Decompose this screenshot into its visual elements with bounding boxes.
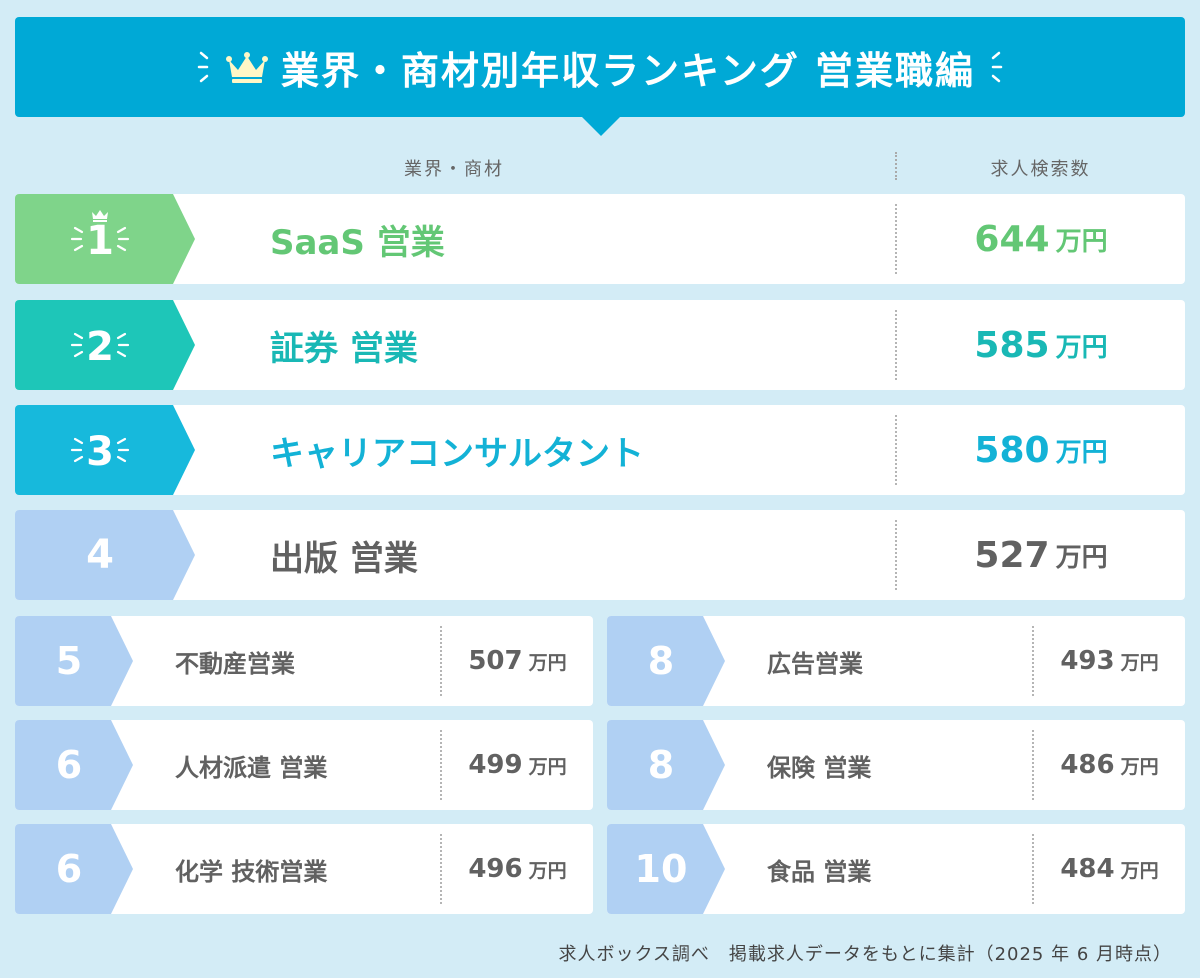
source-note: 求人ボックス調べ 掲載求人データをもとに集計（2025 年 6 月時点） [558,944,1172,965]
industry-name: 保険 営業 [767,753,872,782]
row-divider [440,730,442,800]
rank-badge [607,616,725,706]
rank-number-text: 2 [86,324,114,370]
salary-number: 507 [468,646,523,676]
salary-number: 527 [974,534,1050,576]
industry-name: 化学 技術営業 [175,857,328,886]
rank-badge [15,194,195,284]
rank-number: 5 [55,639,83,683]
industry-name: 証券 営業 [270,328,418,369]
industry-name: 食品 営業 [767,857,872,886]
industry-name: キャリアコンサルタント [270,433,644,474]
ranking-row-2: 2 証券 営業 585 万円 [15,300,1185,390]
salary-value: 496 万円 [442,824,593,914]
row-divider [1032,834,1034,904]
ranking-row-4: 4 出版 営業 527 万円 [15,510,1185,600]
salary-number: 496 [468,854,523,884]
rank-badge [15,300,195,390]
salary-number: 493 [1060,646,1115,676]
salary-unit: 万円 [1055,332,1108,363]
salary-value: 580 万円 [897,405,1185,495]
salary-value: 484 万円 [1034,824,1185,914]
salary-unit: 万円 [528,755,567,778]
rank-badge [15,510,195,600]
row-divider [440,626,442,696]
sparkle-left-icon [197,51,209,83]
rank-badge [15,824,133,914]
rank-badge [607,824,725,914]
salary-number: 499 [468,750,523,780]
salary-value: 644 万円 [897,194,1185,284]
small-crown-icon [92,210,108,222]
industry-name: SaaS 営業 [270,222,445,263]
salary-value: 585 万円 [897,300,1185,390]
rank-sparkle-icon: 1 [70,218,130,264]
sparkle-right-icon [991,51,1003,83]
row-divider [440,834,442,904]
row-divider [895,415,897,485]
rank-sparkle-icon: 3 [70,429,130,475]
salary-unit: 万円 [1055,542,1108,573]
row-divider [895,520,897,590]
salary-unit: 万円 [1120,755,1159,778]
title-banner: 業界・商材別年収ランキング 営業職編 [15,17,1185,117]
salary-unit: 万円 [1120,651,1159,674]
salary-number: 484 [1060,854,1115,884]
rank-badge [15,405,195,495]
page-title: 業界・商材別年収ランキング 営業職編 [280,48,976,93]
ranking-row-7: 6 化学 技術営業 496 万円 [15,824,593,914]
salary-unit: 万円 [1120,859,1159,882]
rank-badge [15,616,133,706]
salary-number: 486 [1060,750,1115,780]
row-divider [1032,626,1034,696]
industry-name: 出版 営業 [270,538,418,579]
salary-number: 644 [974,218,1050,260]
ranking-row-9: 8 保険 営業 486 万円 [607,720,1185,810]
row-divider [1032,730,1034,800]
salary-unit: 万円 [528,651,567,674]
rank-number-text: 3 [86,429,114,475]
column-header-salary: 求人検索数 [990,159,1091,180]
rank-number: 4 [86,532,114,578]
row-divider [895,310,897,380]
salary-value: 527 万円 [897,510,1185,600]
rank-number: 3 [15,405,185,495]
industry-name: 広告営業 [767,649,863,678]
salary-value: 493 万円 [1034,616,1185,706]
banner-pointer [581,116,621,136]
ranking-row-6: 6 人材派遣 営業 499 万円 [15,720,593,810]
rank-number: 8 [647,743,675,787]
rank-badge [15,720,133,810]
salary-value: 499 万円 [442,720,593,810]
rank-badge [607,720,725,810]
salary-number: 585 [974,324,1050,366]
row-divider [895,204,897,274]
salary-unit: 万円 [1055,226,1108,257]
column-header-divider [895,152,897,180]
salary-value: 486 万円 [1034,720,1185,810]
rank-number-text: 1 [86,218,114,264]
column-header-industry: 業界・商材 [404,159,504,180]
salary-value: 507 万円 [442,616,593,706]
industry-name: 人材派遣 営業 [175,753,328,782]
salary-number: 580 [974,429,1050,471]
ranking-row-10: 10 食品 営業 484 万円 [607,824,1185,914]
rank-number: 6 [55,743,83,787]
ranking-row-1: 1 SaaS 営業 644 万円 [15,194,1185,284]
rank-sparkle-icon: 2 [70,324,130,370]
ranking-row-3: 3 キャリアコンサルタント 580 万円 [15,405,1185,495]
salary-unit: 万円 [1055,437,1108,468]
crown-icon [225,52,268,83]
rank-number: 1 [15,194,185,284]
rank-number: 8 [647,639,675,683]
rank-number: 6 [55,847,83,891]
salary-unit: 万円 [528,859,567,882]
industry-name: 不動産営業 [175,649,295,678]
rank-number: 10 [634,847,688,891]
ranking-row-8: 8 広告営業 493 万円 [607,616,1185,706]
ranking-row-5: 5 不動産営業 507 万円 [15,616,593,706]
rank-number: 2 [15,300,185,390]
